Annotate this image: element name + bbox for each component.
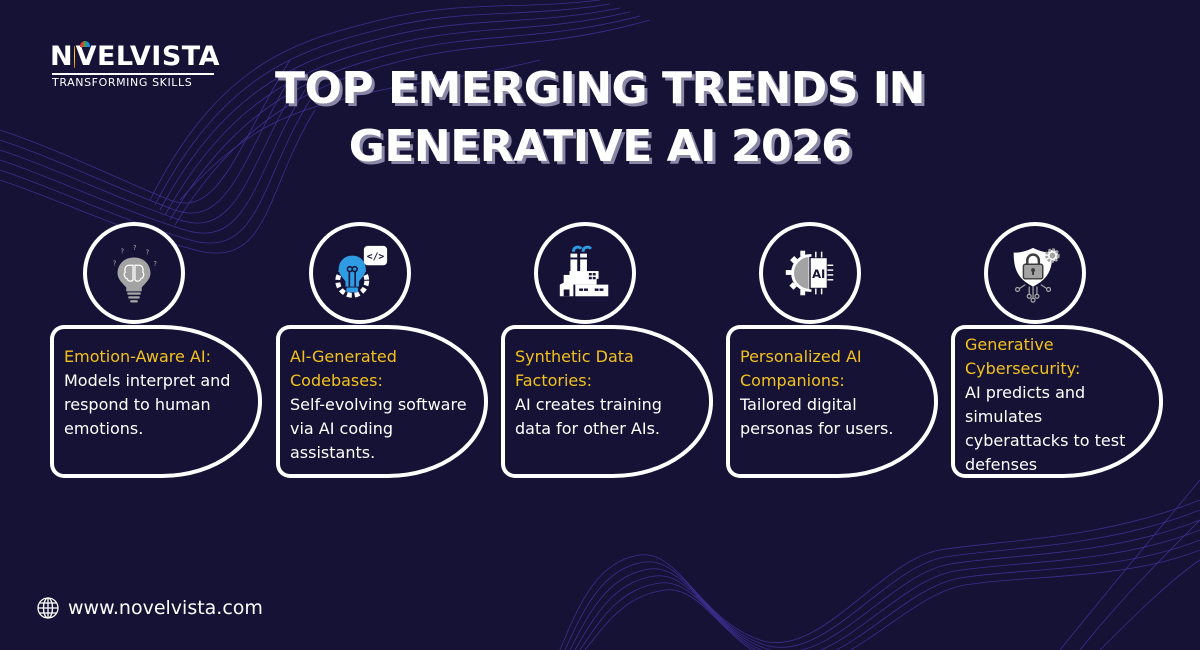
trend-title: Synthetic Data Factories: [515,347,634,390]
brand-name-suffix: VELVISTA [75,41,220,72]
title-line-1: TOP EMERGING TRENDS IN [274,63,926,114]
icon-circle [534,222,636,324]
trend-card: AI-Generated Codebases: Self-evolving so… [276,325,488,478]
trend-description: AI creates training data for other AIs. [515,395,662,438]
trend-card: Emotion-Aware AI: Models interpret and r… [50,325,262,478]
trend-card: Personalized AI Companions: Tailored dig… [726,325,938,478]
brand-name-prefix: N [50,41,74,72]
page-title: TOP EMERGING TRENDS IN GENERATIVE AI 202… [0,60,1200,176]
title-line-2: GENERATIVE AI 2026 [348,121,852,172]
brain-lightbulb-icon: ????? [113,244,157,303]
svg-text:?: ? [133,244,137,252]
trend-title: Personalized AI Companions: [740,347,862,390]
trend-card: Generative Cybersecurity: AI predicts an… [951,325,1163,478]
trend-item-synthetic-data-factories: Synthetic Data Factories: AI creates tra… [501,222,715,479]
trend-card: Synthetic Data Factories: AI creates tra… [501,325,713,478]
code-lightbulb-gear-icon: </> [335,245,388,298]
brand-logo: N VELVISTA TRANSFORMING SKILLS [50,41,220,89]
icon-circle: ????? [83,222,185,324]
ai-chip-gear-icon: AI [785,250,834,296]
trend-description: Self-evolving software via AI coding ass… [290,395,467,462]
svg-text:?: ? [113,259,117,267]
logo-divider [52,73,214,75]
brand-tagline: TRANSFORMING SKILLS [52,76,193,89]
footer-website: www.novelvista.com [36,596,263,620]
shield-lock-icon [1013,247,1060,303]
icon-circle: AI [759,222,861,324]
icon-circle [984,222,1086,324]
svg-text:AI: AI [812,267,825,281]
brand-wordmark: N VELVISTA [50,41,220,72]
trend-item-personalized-ai-companions: AI Personalized AI Companions: Tailored … [726,222,940,479]
svg-text:?: ? [120,248,124,256]
trend-description: Tailored digital personas for users. [740,395,894,438]
trend-description: AI predicts and simulates cyberattacks t… [965,383,1126,474]
trend-item-ai-generated-codebases: </> AI-Generated Codebases: Self-evolvin… [276,222,490,479]
website-link[interactable]: www.novelvista.com [68,597,263,619]
trend-title: AI-Generated Codebases: [290,347,397,390]
trend-description: Models interpret and respond to human em… [64,371,231,438]
trend-item-emotion-aware-ai: ????? Emotion-Aware AI: Models interpret… [50,222,264,479]
trend-title: Generative Cybersecurity: [965,335,1081,378]
trend-title: Emotion-Aware AI: [64,347,211,366]
trend-item-generative-cybersecurity: Generative Cybersecurity: AI predicts an… [951,222,1165,479]
svg-text:?: ? [153,260,157,268]
svg-text:</>: </> [367,251,385,262]
factory-icon [559,245,609,297]
icon-circle: </> [309,222,411,324]
svg-text:?: ? [146,249,150,257]
globe-icon [37,597,59,619]
